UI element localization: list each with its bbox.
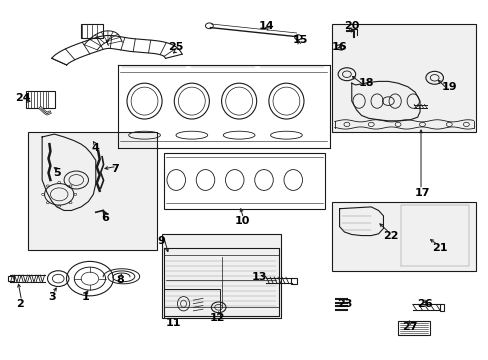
Bar <box>397 320 429 335</box>
Text: 15: 15 <box>292 35 307 45</box>
Bar <box>26 91 55 108</box>
Bar <box>331 202 475 271</box>
Bar <box>163 289 220 318</box>
Text: 14: 14 <box>258 21 274 31</box>
Text: 18: 18 <box>358 78 373 88</box>
Text: 5: 5 <box>53 168 61 178</box>
Text: 11: 11 <box>166 319 181 328</box>
Text: 16: 16 <box>331 42 346 52</box>
Text: 1: 1 <box>82 292 90 302</box>
Text: 9: 9 <box>157 236 165 246</box>
Bar <box>291 278 297 284</box>
Bar <box>161 234 281 318</box>
Text: 13: 13 <box>251 272 266 282</box>
Bar <box>439 305 444 311</box>
Text: 19: 19 <box>441 82 456 92</box>
Text: 24: 24 <box>15 93 30 103</box>
Bar <box>27 132 157 250</box>
Text: 20: 20 <box>344 21 359 31</box>
Bar <box>8 276 14 281</box>
Text: 12: 12 <box>209 313 225 323</box>
Bar <box>331 24 475 132</box>
Text: 7: 7 <box>111 164 119 174</box>
Text: 10: 10 <box>234 216 249 226</box>
Text: 2: 2 <box>16 299 24 309</box>
Bar <box>81 24 103 39</box>
Text: 25: 25 <box>168 42 183 52</box>
Text: 23: 23 <box>336 299 351 309</box>
Text: 21: 21 <box>431 243 447 253</box>
Text: 22: 22 <box>382 231 398 240</box>
Text: 27: 27 <box>402 322 417 332</box>
Text: 4: 4 <box>92 143 100 153</box>
Text: 6: 6 <box>102 213 109 222</box>
Text: 3: 3 <box>48 292 56 302</box>
Text: 26: 26 <box>416 299 432 309</box>
Text: 17: 17 <box>414 188 429 198</box>
Bar <box>163 153 325 209</box>
Text: 8: 8 <box>116 275 124 285</box>
